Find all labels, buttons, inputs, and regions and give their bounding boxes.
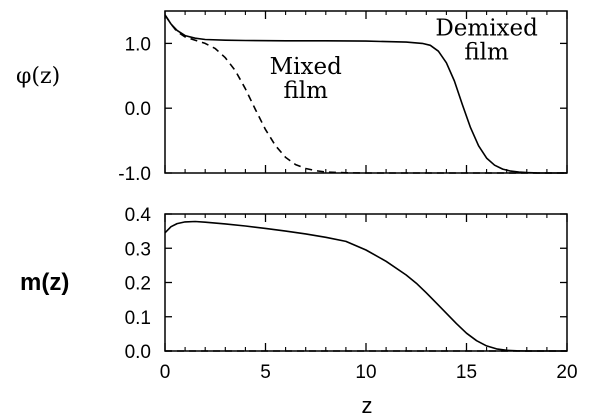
bottom-ytick-label: 0.3 (125, 239, 151, 260)
top-ylabel: φ(z) (16, 64, 60, 89)
top-ytick-label: -1.0 (118, 164, 151, 185)
bottom-xtick-label: 0 (160, 362, 171, 383)
bottom-ytick-label: 0.0 (125, 342, 151, 363)
top-ytick-label: 0.0 (125, 99, 151, 120)
annotation-text: Mixed (270, 54, 342, 80)
bottom-xtick-label: 20 (556, 362, 577, 383)
bottom-ticks (164, 213, 568, 352)
bottom-plot-frame (164, 213, 568, 352)
bottom-ytick-label: 0.4 (125, 205, 152, 226)
annotation-text: film (464, 40, 509, 66)
bottom-ytick-label: 0.2 (125, 274, 151, 295)
top-series (164, 14, 567, 174)
bottom-xtick-label: 5 (260, 362, 271, 383)
bottom-series (164, 220, 567, 352)
annotation-text: Demixed (435, 16, 538, 42)
bottom-ylabel: m(z) (20, 269, 69, 296)
bottom-xtick-labels: 0 5 10 15 20 (160, 362, 578, 383)
bottom-xlabel: z (362, 393, 373, 417)
bottom-series-solid (164, 220, 567, 352)
bottom-xtick-label: 10 (355, 362, 376, 383)
top-series-solid (164, 14, 567, 174)
top-ytick-label: 1.0 (125, 34, 151, 55)
top-ytick-labels: -1.0 0.0 1.0 (118, 34, 151, 185)
top-ticks (164, 11, 568, 174)
bottom-panel: 0.0 0.1 0.2 0.3 0.4 0 5 10 15 20 m(z) z (20, 205, 578, 417)
bottom-ytick-label: 0.1 (125, 308, 151, 329)
bottom-xtick-label: 15 (456, 362, 477, 383)
annotation-text: film (283, 78, 328, 104)
bottom-ytick-labels: 0.0 0.1 0.2 0.3 0.4 (125, 205, 152, 363)
top-series-dashed (164, 14, 567, 174)
